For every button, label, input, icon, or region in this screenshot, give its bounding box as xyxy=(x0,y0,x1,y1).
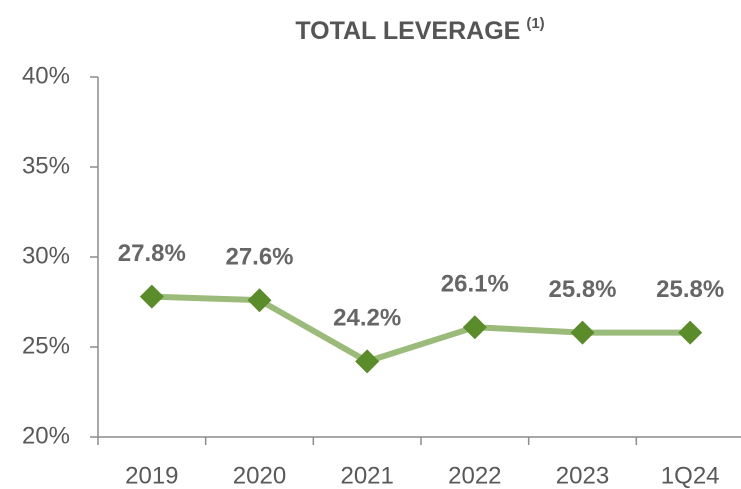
title-note: (1) xyxy=(526,15,544,32)
y-tick-label: 40% xyxy=(22,62,70,89)
value-label: 26.1% xyxy=(441,271,509,298)
x-tick-label: 2020 xyxy=(233,462,286,489)
x-tick-label: 2019 xyxy=(125,462,178,489)
title-text: TOTAL LEVERAGE xyxy=(295,17,520,45)
marker xyxy=(355,349,380,374)
y-tick-label: 35% xyxy=(22,152,70,179)
x-tick-label: 2021 xyxy=(340,462,393,489)
chart-title: TOTAL LEVERAGE (1) xyxy=(295,15,544,45)
value-label: 27.6% xyxy=(225,244,293,271)
marker xyxy=(139,284,164,309)
value-label: 25.8% xyxy=(656,276,724,303)
y-tick-label: 20% xyxy=(22,422,70,449)
value-label: 25.8% xyxy=(548,276,616,303)
x-tick-label: 2023 xyxy=(556,462,609,489)
marker xyxy=(678,320,703,345)
x-tick-label: 2022 xyxy=(448,462,501,489)
marker xyxy=(247,288,272,313)
value-label: 24.2% xyxy=(333,305,401,332)
value-label: 27.8% xyxy=(118,240,186,267)
y-tick-label: 25% xyxy=(22,332,70,359)
y-tick-label: 30% xyxy=(22,242,70,269)
marker xyxy=(570,320,595,345)
x-tick-label: 1Q24 xyxy=(661,462,720,489)
line xyxy=(151,293,691,365)
marker xyxy=(462,315,487,340)
